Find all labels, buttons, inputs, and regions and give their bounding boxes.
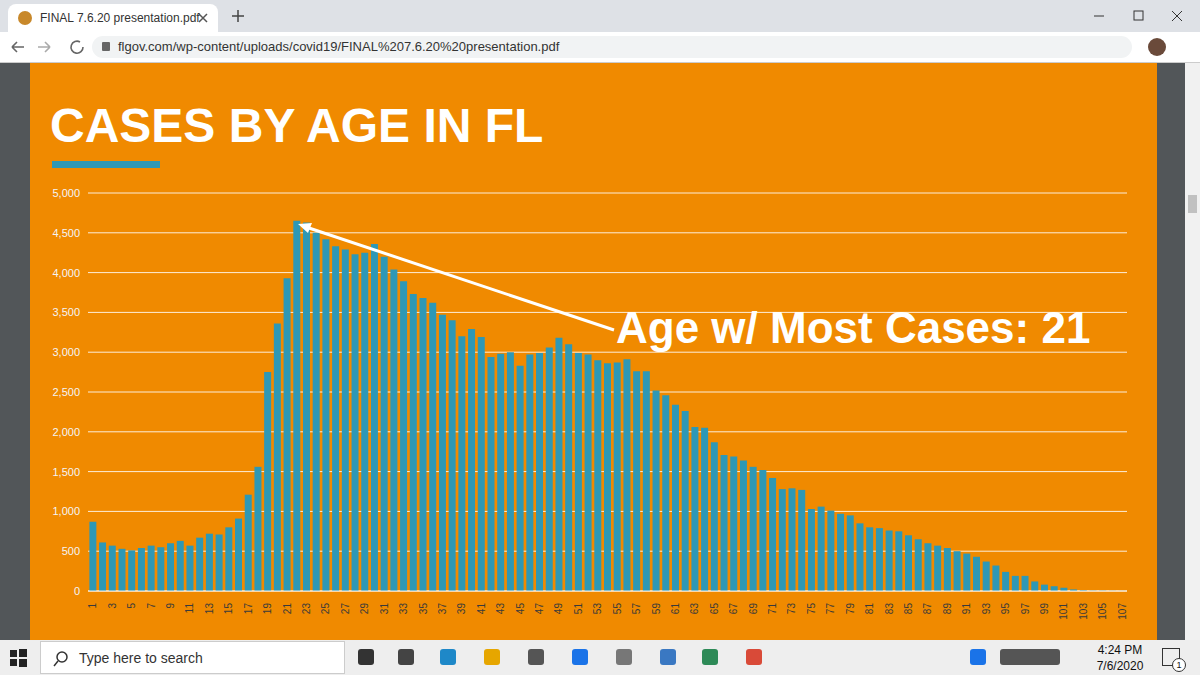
svg-text:1,500: 1,500 <box>52 466 80 478</box>
svg-text:29: 29 <box>359 603 370 615</box>
svg-text:93: 93 <box>981 603 992 615</box>
svg-text:5,000: 5,000 <box>52 187 80 199</box>
svg-text:1: 1 <box>87 603 98 609</box>
svg-text:3,000: 3,000 <box>52 346 80 358</box>
svg-text:4,500: 4,500 <box>52 227 80 239</box>
svg-text:47: 47 <box>534 603 545 615</box>
svg-text:33: 33 <box>398 603 409 615</box>
svg-text:89: 89 <box>942 603 953 615</box>
svg-text:57: 57 <box>631 603 642 615</box>
svg-text:31: 31 <box>379 603 390 615</box>
svg-text:4,000: 4,000 <box>52 267 80 279</box>
svg-text:13: 13 <box>204 603 215 615</box>
html-text:7/6/2020: 7/6/2020 <box>1096 659 1144 673</box>
svg-text:9: 9 <box>165 603 176 609</box>
svg-text:43: 43 <box>495 603 506 615</box>
svg-text:2,000: 2,000 <box>52 426 80 438</box>
svg-text:81: 81 <box>864 603 875 615</box>
svg-text:51: 51 <box>573 603 584 615</box>
svg-text:5: 5 <box>126 603 137 609</box>
svg-text:37: 37 <box>437 603 448 615</box>
svg-text:41: 41 <box>476 603 487 615</box>
html-text:FINAL 7.6.20 presentation.pdf: FINAL 7.6.20 presentation.pdf <box>40 11 200 25</box>
svg-text:11: 11 <box>184 603 195 614</box>
html-text:Age w/ Most Cases: 21: Age w/ Most Cases: 21 <box>616 303 1091 352</box>
svg-text:17: 17 <box>243 603 254 615</box>
svg-text:67: 67 <box>728 603 739 615</box>
svg-text:39: 39 <box>456 603 467 615</box>
svg-text:107: 107 <box>1117 603 1128 620</box>
svg-text:79: 79 <box>845 603 856 615</box>
html-text:Type here to search: Type here to search <box>79 650 203 666</box>
svg-text:101: 101 <box>1058 603 1069 620</box>
svg-text:23: 23 <box>301 603 312 615</box>
svg-text:91: 91 <box>961 603 972 615</box>
svg-text:85: 85 <box>903 603 914 615</box>
svg-text:53: 53 <box>592 603 603 615</box>
svg-text:59: 59 <box>651 603 662 615</box>
svg-text:69: 69 <box>748 603 759 615</box>
svg-text:71: 71 <box>767 603 778 615</box>
svg-text:3: 3 <box>107 603 118 609</box>
svg-text:49: 49 <box>553 603 564 615</box>
svg-text:83: 83 <box>884 603 895 615</box>
svg-text:95: 95 <box>1000 603 1011 615</box>
html-text:1: 1 <box>1176 660 1182 670</box>
html-text:flgov.com/wp-content/uploads/c: flgov.com/wp-content/uploads/covid19/FIN… <box>118 39 560 54</box>
svg-text:0: 0 <box>74 585 80 597</box>
svg-text:73: 73 <box>786 603 797 615</box>
svg-text:105: 105 <box>1097 603 1108 620</box>
svg-text:99: 99 <box>1039 603 1050 615</box>
svg-text:97: 97 <box>1020 603 1031 615</box>
svg-text:2,500: 2,500 <box>52 386 80 398</box>
html-text:CASES BY AGE IN FL: CASES BY AGE IN FL <box>50 99 544 152</box>
svg-text:15: 15 <box>223 603 234 615</box>
svg-text:45: 45 <box>515 603 526 615</box>
svg-text:3,500: 3,500 <box>52 306 80 318</box>
svg-text:61: 61 <box>670 603 681 615</box>
svg-text:1,000: 1,000 <box>52 505 80 517</box>
svg-text:77: 77 <box>825 603 836 615</box>
svg-text:75: 75 <box>806 603 817 615</box>
svg-text:55: 55 <box>612 603 623 615</box>
svg-text:500: 500 <box>62 545 80 557</box>
svg-text:103: 103 <box>1078 603 1089 620</box>
svg-text:7: 7 <box>146 603 157 609</box>
html-text:4:24 PM: 4:24 PM <box>1097 643 1143 657</box>
svg-text:27: 27 <box>340 603 351 615</box>
svg-text:35: 35 <box>418 603 429 615</box>
svg-text:65: 65 <box>709 603 720 615</box>
svg-text:87: 87 <box>922 603 933 615</box>
svg-text:25: 25 <box>320 603 331 615</box>
svg-text:19: 19 <box>262 603 273 615</box>
svg-text:21: 21 <box>282 603 293 615</box>
svg-text:63: 63 <box>689 603 700 615</box>
